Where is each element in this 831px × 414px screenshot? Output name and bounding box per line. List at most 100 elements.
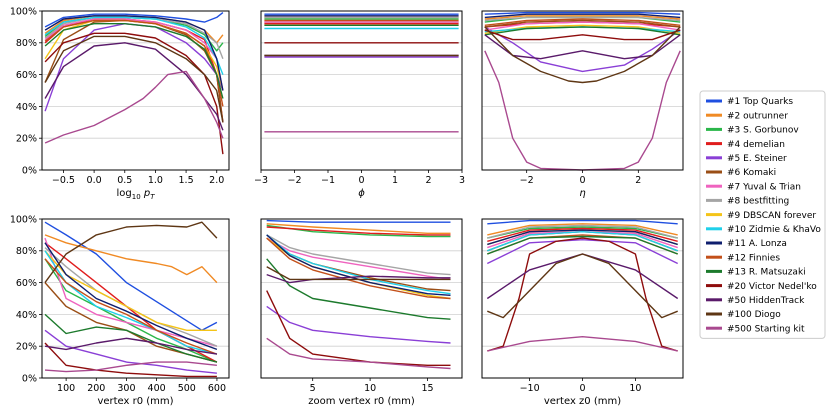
legend-label: #4 demelian: [727, 140, 785, 150]
legend-item: #20 Victor Nedel'ko: [706, 282, 817, 292]
legend-label: #500 Starting kit: [727, 324, 805, 334]
legend-item: #1 Top Quarks: [706, 97, 793, 107]
legend-item: #6 Komaki: [706, 168, 776, 178]
x-tick-label: 2: [425, 175, 431, 186]
x-axis-label: vertex z0 (mm): [544, 396, 621, 407]
series-line-1-top-quarks: [487, 219, 678, 225]
x-tick-label: 200: [87, 383, 105, 394]
panel-4: 0% 20% 40% 60% 80% 100% 100 200 300 400 500 600 vert…: [10, 214, 230, 407]
legend-label: #9 DBSCAN forever: [727, 211, 816, 221]
series-line-10-zidmie-khavo: [44, 16, 224, 75]
series-group: [264, 13, 459, 133]
legend-label: #10 Zidmie & KhaVo: [727, 225, 821, 235]
legend-label: #5 E. Steiner: [727, 154, 787, 164]
legend-label: #50 HiddenTrack: [727, 296, 805, 306]
x-tick-label: 500: [178, 383, 196, 394]
series-group: [266, 219, 451, 370]
series-line-50-hiddentrack: [44, 337, 218, 355]
series-line-13-r-matsuzaki: [487, 235, 678, 255]
legend-item: #2 outrunner: [706, 111, 788, 121]
series-line-100-diogo: [266, 266, 451, 281]
legend-label: #1 Top Quarks: [727, 97, 793, 107]
plot-frame: [41, 10, 230, 171]
series-line-5-e-steiner: [44, 329, 217, 374]
y-tick-label: 20%: [16, 342, 37, 353]
series-group: [486, 219, 679, 352]
panel-6: −10 0 10 vertex z0 (mm): [481, 218, 684, 407]
series-line-20-victor-nedel-ko: [266, 290, 451, 366]
series-line-50-hiddentrack: [484, 34, 681, 60]
series-line-11-a-lonza: [484, 13, 681, 19]
series-line-100-diogo: [487, 253, 678, 319]
x-tick-label: 0: [579, 175, 585, 186]
series-line-500-starting-kit: [487, 336, 678, 352]
series-line-1-top-quarks: [44, 12, 224, 28]
legend-item: #100 Diogo: [706, 310, 781, 320]
panels: 0%20%40%60%80%100%−0.5 0.0 0.5 1.0 1.5 2.0log…: [10, 6, 684, 407]
y-tick-label: 80%: [16, 246, 37, 257]
series-line-8-bestfitting: [266, 234, 451, 276]
legend-item: #3 S. Gorbunov: [706, 126, 799, 136]
x-tick-label: 15: [421, 383, 433, 394]
x-tick-label: 5: [310, 383, 316, 394]
plot-frame: [481, 218, 684, 379]
series-group: [484, 11, 681, 171]
series-line-4-demelian: [487, 227, 678, 242]
series-line-1-top-quarks: [266, 219, 451, 223]
x-tick-label: 1.5: [179, 175, 194, 186]
x-axis-label: log10 pT: [117, 188, 156, 201]
x-axis-label: vertex r0 (mm): [97, 396, 173, 407]
x-tick-label: −10: [520, 383, 540, 394]
x-tick-label: 2.0: [209, 175, 224, 186]
series-line-13-r-matsuzaki: [44, 313, 218, 363]
panel-5: 5 10 15 zoom vertex r0 (mm): [260, 218, 463, 407]
series-line-4-demelian: [266, 226, 451, 236]
series-line-8-bestfitting: [484, 16, 681, 22]
y-tick-label: 40%: [16, 310, 37, 321]
series-line-20-victor-nedel-ko: [484, 29, 681, 41]
x-tick-label: 300: [117, 383, 135, 394]
legend-item: #7 Yuval & Trian: [706, 182, 801, 192]
series-line-100-diogo: [484, 26, 681, 84]
y-tick-label: 40%: [16, 102, 37, 113]
x-axis-label: ϕ: [358, 188, 365, 199]
legend: #1 Top Quarks #2 outrunner #3 S. Gorbunov #…: [699, 90, 826, 339]
legend-label: #7 Yuval & Trian: [727, 182, 801, 192]
series-line-8-bestfitting: [487, 224, 678, 239]
legend-item: #12 Finnies: [706, 253, 780, 263]
series-line-6-komaki: [484, 19, 681, 28]
legend-item: #500 Starting kit: [706, 324, 805, 334]
x-tick-label: 2: [635, 175, 641, 186]
y-tick-label: 0%: [22, 165, 37, 176]
series-line-1-top-quarks: [484, 11, 681, 15]
series-line-100-diogo: [44, 221, 218, 284]
y-tick-label: 100%: [10, 6, 37, 17]
series-group: [44, 221, 218, 378]
legend-label: #6 Komaki: [727, 168, 776, 178]
y-tick-label: 100%: [10, 214, 37, 225]
x-tick-label: −2: [520, 175, 534, 186]
x-tick-label: −2: [287, 175, 301, 186]
series-line-50-hiddentrack: [266, 273, 451, 284]
x-tick-label: 10: [629, 383, 641, 394]
legend-item: #11 A. Lonza: [706, 239, 787, 249]
legend-label: #13 R. Matsuzaki: [727, 268, 806, 278]
series-line-11-a-lonza: [487, 229, 678, 246]
series-line-20-victor-nedel-ko: [487, 237, 678, 352]
x-tick-label: 0: [579, 383, 585, 394]
plot-frame: [260, 218, 463, 379]
legend-label: #11 A. Lonza: [727, 239, 787, 249]
series-group: [44, 12, 224, 155]
x-tick-label: 600: [208, 383, 226, 394]
series-line-10-zidmie-khavo: [266, 234, 451, 295]
x-tick-label: 100: [57, 383, 75, 394]
x-tick-label: 10: [364, 383, 376, 394]
plot-frame: [260, 10, 463, 171]
legend-label: #2 outrunner: [727, 111, 788, 121]
x-tick-label: 0.0: [87, 175, 102, 186]
x-axis-label: zoom vertex r0 (mm): [308, 396, 415, 407]
legend-frame: [699, 90, 826, 339]
series-line-500-starting-kit: [44, 361, 217, 373]
legend-label: #12 Finnies: [727, 253, 780, 263]
x-tick-label: −1: [321, 175, 335, 186]
